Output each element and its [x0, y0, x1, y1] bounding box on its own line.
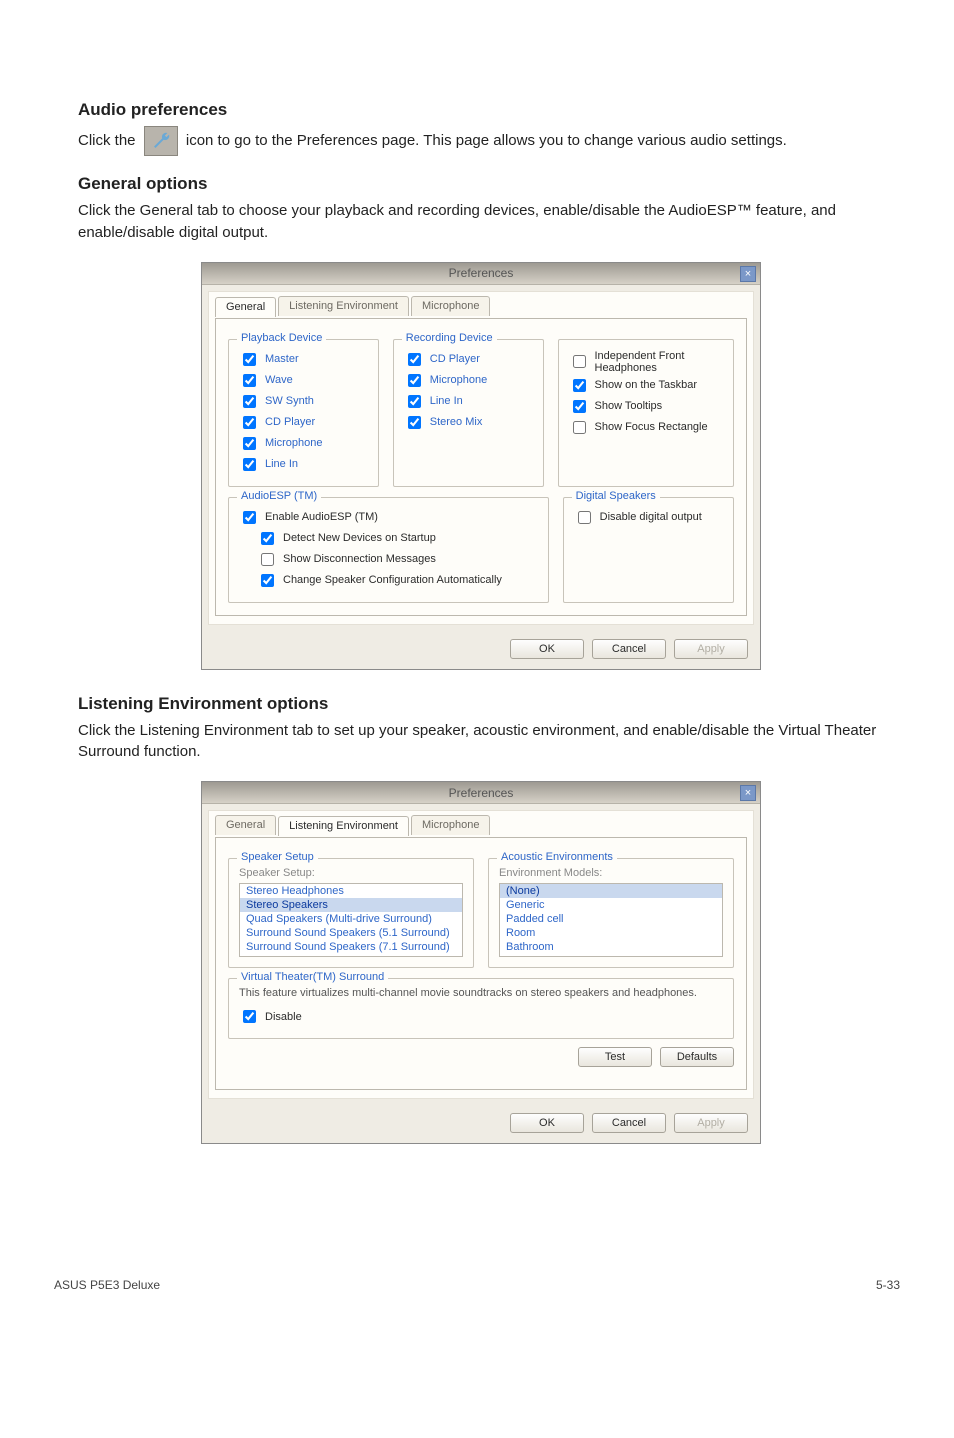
- recording-stereomix[interactable]: Stereo Mix: [404, 413, 533, 432]
- vts-disable[interactable]: Disable: [239, 1007, 723, 1026]
- list-item[interactable]: Padded cell: [500, 912, 722, 926]
- dialog-titlebar-2: Preferences ×: [202, 782, 760, 804]
- speaker-setup-sub: Speaker Setup:: [239, 867, 463, 879]
- speaker-setup-list[interactable]: Stereo Headphones Stereo Speakers Quad S…: [239, 883, 463, 957]
- cancel-button-2[interactable]: Cancel: [592, 1113, 666, 1133]
- list-item[interactable]: Stereo Headphones: [240, 884, 462, 898]
- audio-preferences-text: Click the icon to go to the Preferences …: [78, 126, 884, 156]
- recording-microphone[interactable]: Microphone: [404, 371, 533, 390]
- apply-button[interactable]: Apply: [674, 639, 748, 659]
- digital-speakers-legend: Digital Speakers: [572, 490, 660, 502]
- playback-wave[interactable]: Wave: [239, 371, 368, 390]
- list-item[interactable]: Generic: [500, 898, 722, 912]
- esp-enable[interactable]: Enable AudioESP (TM): [239, 508, 538, 527]
- vts-legend: Virtual Theater(TM) Surround: [237, 971, 388, 983]
- vts-desc: This feature virtualizes multi-channel m…: [239, 987, 723, 999]
- tab-strip-2: General Listening Environment Microphone: [215, 815, 747, 835]
- list-item[interactable]: Stereo Speakers: [240, 898, 462, 912]
- tab-general[interactable]: General: [215, 297, 276, 317]
- tab-strip: General Listening Environment Microphone: [215, 296, 747, 316]
- footer-right: 5-33: [876, 1278, 900, 1292]
- audio-preferences-heading: Audio preferences: [78, 100, 884, 120]
- playback-master[interactable]: Master: [239, 350, 368, 369]
- env-models-sub: Environment Models:: [499, 867, 723, 879]
- list-item[interactable]: Surround Sound Speakers (5.1 Surround): [240, 926, 462, 940]
- listening-env-desc: Click the Listening Environment tab to s…: [78, 720, 884, 764]
- recording-device-legend: Recording Device: [402, 332, 497, 344]
- listening-env-heading: Listening Environment options: [78, 694, 884, 714]
- dialog-titlebar: Preferences ×: [202, 263, 760, 285]
- env-models-list[interactable]: (None) Generic Padded cell Room Bathroom: [499, 883, 723, 957]
- preferences-dialog-listening: Preferences × General Listening Environm…: [201, 781, 761, 1144]
- opt-independent-headphones[interactable]: Independent Front Headphones: [569, 350, 724, 374]
- recording-linein[interactable]: Line In: [404, 392, 533, 411]
- playback-cdplayer[interactable]: CD Player: [239, 413, 368, 432]
- general-options-desc: Click the General tab to choose your pla…: [78, 200, 884, 244]
- cancel-button[interactable]: Cancel: [592, 639, 666, 659]
- tab-microphone-2[interactable]: Microphone: [411, 815, 490, 835]
- playback-device-legend: Playback Device: [237, 332, 326, 344]
- list-item[interactable]: Surround Sound Speakers (7.1 Surround): [240, 940, 462, 954]
- esp-change[interactable]: Change Speaker Configuration Automatical…: [257, 571, 538, 590]
- speaker-setup-legend: Speaker Setup: [237, 851, 318, 863]
- list-item[interactable]: Quad Speakers (Multi-drive Surround): [240, 912, 462, 926]
- list-item[interactable]: (None): [500, 884, 722, 898]
- recording-cdplayer[interactable]: CD Player: [404, 350, 533, 369]
- audio-pref-text-a: Click the: [78, 132, 140, 149]
- wrench-icon: [144, 126, 178, 156]
- dialog-title: Preferences: [449, 266, 514, 280]
- close-icon[interactable]: ×: [740, 266, 756, 282]
- ok-button[interactable]: OK: [510, 639, 584, 659]
- test-button[interactable]: Test: [578, 1047, 652, 1067]
- dialog-title-2: Preferences: [449, 786, 514, 800]
- tab-listening[interactable]: Listening Environment: [278, 296, 409, 316]
- tab-general-2[interactable]: General: [215, 815, 276, 835]
- playback-linein[interactable]: Line In: [239, 455, 368, 474]
- defaults-button[interactable]: Defaults: [660, 1047, 734, 1067]
- playback-microphone[interactable]: Microphone: [239, 434, 368, 453]
- close-icon-2[interactable]: ×: [740, 785, 756, 801]
- list-item[interactable]: Room: [500, 926, 722, 940]
- opt-show-tooltips[interactable]: Show Tooltips: [569, 397, 724, 416]
- tab-listening-2[interactable]: Listening Environment: [278, 816, 409, 836]
- audio-pref-text-b: icon to go to the Preferences page. This…: [186, 132, 787, 149]
- list-item[interactable]: Bathroom: [500, 940, 722, 954]
- playback-swsynth[interactable]: SW Synth: [239, 392, 368, 411]
- tab-microphone[interactable]: Microphone: [411, 296, 490, 316]
- opt-show-taskbar[interactable]: Show on the Taskbar: [569, 376, 724, 395]
- esp-disconnect[interactable]: Show Disconnection Messages: [257, 550, 538, 569]
- general-options-heading: General options: [78, 174, 884, 194]
- preferences-dialog-general: Preferences × General Listening Environm…: [201, 262, 761, 670]
- digital-disable[interactable]: Disable digital output: [574, 508, 723, 527]
- ok-button-2[interactable]: OK: [510, 1113, 584, 1133]
- audioesp-legend: AudioESP (TM): [237, 490, 321, 502]
- esp-detect[interactable]: Detect New Devices on Startup: [257, 529, 538, 548]
- opt-show-focus[interactable]: Show Focus Rectangle: [569, 418, 724, 437]
- footer-left: ASUS P5E3 Deluxe: [54, 1278, 160, 1292]
- apply-button-2[interactable]: Apply: [674, 1113, 748, 1133]
- acoustic-env-legend: Acoustic Environments: [497, 851, 617, 863]
